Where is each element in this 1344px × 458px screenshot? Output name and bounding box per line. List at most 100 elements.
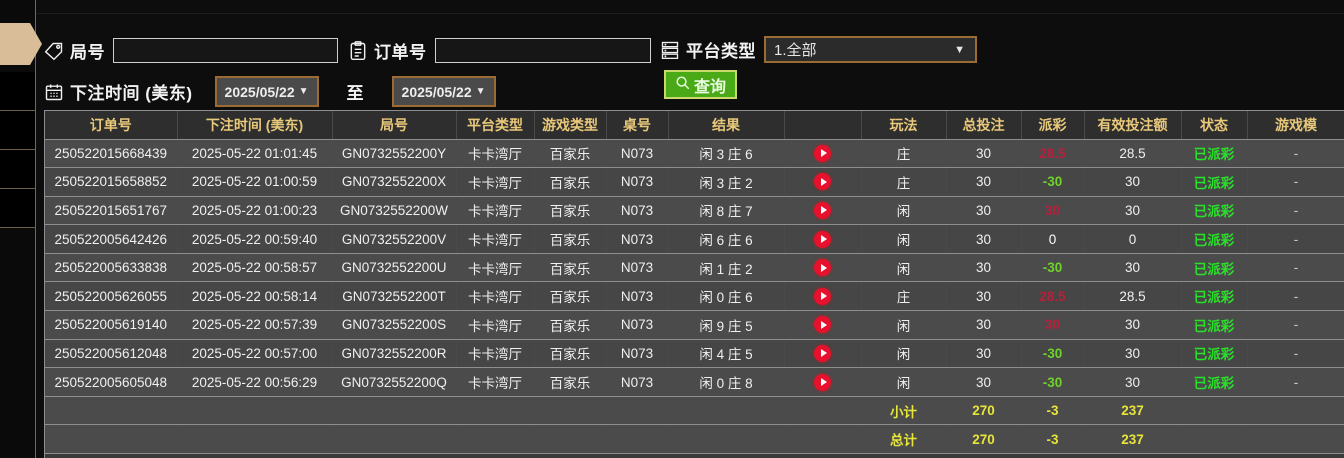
replay-cell[interactable] — [784, 281, 862, 312]
platform-type-select[interactable]: 1.全部 ▼ — [764, 36, 977, 63]
column-header-payout[interactable]: 派彩 — [1021, 111, 1085, 140]
platform-type-value: 1.全部 — [774, 42, 817, 59]
bet-time-to-picker[interactable]: 2025/05/22 ▼ — [391, 76, 496, 107]
platform-type-cell: 卡卡湾厅 — [456, 310, 535, 340]
rail-cell[interactable] — [0, 150, 35, 189]
summary-empty-cell — [534, 424, 607, 455]
column-header-table-no[interactable]: 桌号 — [606, 111, 669, 140]
order-no-cell: 250522005612048 — [45, 339, 178, 369]
status-cell: 已派彩 — [1181, 139, 1248, 169]
column-header-order-no[interactable]: 订单号 — [45, 111, 178, 140]
game-type-cell: 百家乐 — [534, 139, 607, 169]
round-no-input[interactable] — [113, 38, 338, 63]
replay-cell[interactable] — [784, 139, 862, 169]
table-row[interactable]: 250522005626055 2025-05-22 00:58:14 GN0732… — [45, 281, 1344, 312]
status-cell: 已派彩 — [1181, 310, 1248, 340]
platform-type-cell: 卡卡湾厅 — [456, 281, 535, 312]
round-no-cell: GN0732552200Y — [332, 139, 457, 169]
play-icon[interactable] — [814, 173, 831, 191]
result-cell: 闲 3 庄 2 — [668, 167, 785, 197]
summary-empty-cell — [668, 424, 785, 455]
rail-cell[interactable] — [0, 189, 35, 228]
column-header-result[interactable]: 结果 — [668, 111, 785, 140]
summary-empty-cell — [456, 396, 535, 426]
total-bet-cell: 30 — [946, 167, 1022, 197]
play-icon[interactable] — [814, 144, 831, 162]
platform-type-cell: 卡卡湾厅 — [456, 339, 535, 369]
tag-icon — [44, 41, 64, 61]
order-no-input[interactable] — [434, 38, 651, 63]
game-mode-cell: - — [1247, 253, 1344, 283]
bet-time-separator: 至 — [346, 84, 364, 103]
table-no-cell: N073 — [606, 167, 669, 197]
summary-empty-cell — [1247, 396, 1344, 426]
status-cell: 已派彩 — [1181, 167, 1248, 197]
column-header-game-mode[interactable]: 游戏模 — [1247, 111, 1344, 140]
game-mode-cell: - — [1247, 196, 1344, 226]
chevron-down-icon: ▼ — [475, 85, 486, 97]
play-icon[interactable] — [814, 373, 831, 391]
summary-empty-cell — [606, 396, 669, 426]
table-no-cell: N073 — [606, 310, 669, 340]
platform-type-cell: 卡卡湾厅 — [456, 367, 535, 397]
search-button[interactable]: 查询 — [664, 70, 738, 99]
table-row[interactable]: 250522005619140 2025-05-22 00:57:39 GN0732… — [45, 310, 1344, 340]
table-row[interactable]: 250522005633838 2025-05-22 00:58:57 GN0732… — [45, 253, 1344, 283]
column-header-round-no[interactable]: 局号 — [332, 111, 457, 140]
play-icon[interactable] — [814, 316, 831, 334]
bet-type-cell: 闲 — [861, 253, 947, 283]
total-bet-cell: 30 — [946, 139, 1022, 169]
payout-cell: 28.5 — [1021, 139, 1085, 169]
replay-cell[interactable] — [784, 253, 862, 283]
table-row[interactable]: 250522005642426 2025-05-22 00:59:40 GN0732… — [45, 224, 1344, 254]
column-header-bet-time[interactable]: 下注时间 (美东) — [177, 111, 333, 140]
column-header-total-bet[interactable]: 总投注 — [946, 111, 1022, 140]
table-row[interactable]: 250522005612048 2025-05-22 00:57:00 GN0732… — [45, 339, 1344, 369]
total-bet-cell: 30 — [946, 310, 1022, 340]
game-type-cell: 百家乐 — [534, 253, 607, 283]
payout-cell: 0 — [1021, 224, 1085, 254]
bet-type-cell: 闲 — [861, 339, 947, 369]
column-header-game-type[interactable]: 游戏类型 — [534, 111, 607, 140]
rail-cell[interactable] — [0, 72, 35, 111]
valid-bet-cell: 30 — [1084, 339, 1182, 369]
column-header-platform-type[interactable]: 平台类型 — [456, 111, 535, 140]
replay-cell[interactable] — [784, 196, 862, 226]
replay-cell[interactable] — [784, 167, 862, 197]
play-icon[interactable] — [814, 344, 831, 362]
play-icon[interactable] — [814, 259, 831, 277]
valid-bet-cell: 28.5 — [1084, 281, 1182, 312]
payout-cell: -30 — [1021, 367, 1085, 397]
column-header-status[interactable]: 状态 — [1181, 111, 1248, 140]
summary-empty-cell — [332, 424, 457, 455]
bet-time-from-picker[interactable]: 2025/05/22 ▼ — [214, 76, 319, 107]
table-no-cell: N073 — [606, 281, 669, 312]
filter-platform-type-label: 平台类型 — [686, 42, 756, 61]
platform-type-cell: 卡卡湾厅 — [456, 196, 535, 226]
table-row[interactable]: 250522005605048 2025-05-22 00:56:29 GN0732… — [45, 367, 1344, 397]
column-header-bet-type[interactable]: 玩法 — [861, 111, 947, 140]
summary-empty-cell — [1247, 424, 1344, 455]
rail-active-tab[interactable] — [0, 23, 42, 65]
column-header-valid-bet[interactable]: 有效投注额 — [1084, 111, 1182, 140]
replay-cell[interactable] — [784, 367, 862, 397]
table-row[interactable]: 250522015658852 2025-05-22 01:00:59 GN0732… — [45, 167, 1344, 197]
replay-cell[interactable] — [784, 310, 862, 340]
summary-total-bet: 270 — [946, 396, 1022, 426]
valid-bet-cell: 28.5 — [1084, 139, 1182, 169]
table-row[interactable]: 250522015668439 2025-05-22 01:01:45 GN0732… — [45, 139, 1344, 169]
valid-bet-cell: 0 — [1084, 224, 1182, 254]
replay-cell[interactable] — [784, 224, 862, 254]
table-row[interactable]: 250522015651767 2025-05-22 01:00:23 GN0732… — [45, 196, 1344, 226]
summary-empty-cell — [332, 396, 457, 426]
total-bet-cell: 30 — [946, 253, 1022, 283]
valid-bet-cell: 30 — [1084, 167, 1182, 197]
summary-valid-bet: 237 — [1084, 396, 1182, 426]
play-icon[interactable] — [814, 230, 831, 248]
game-type-cell: 百家乐 — [534, 196, 607, 226]
replay-cell[interactable] — [784, 339, 862, 369]
play-icon[interactable] — [814, 287, 831, 305]
platform-type-cell: 卡卡湾厅 — [456, 139, 535, 169]
play-icon[interactable] — [814, 201, 831, 219]
rail-cell[interactable] — [0, 111, 35, 150]
